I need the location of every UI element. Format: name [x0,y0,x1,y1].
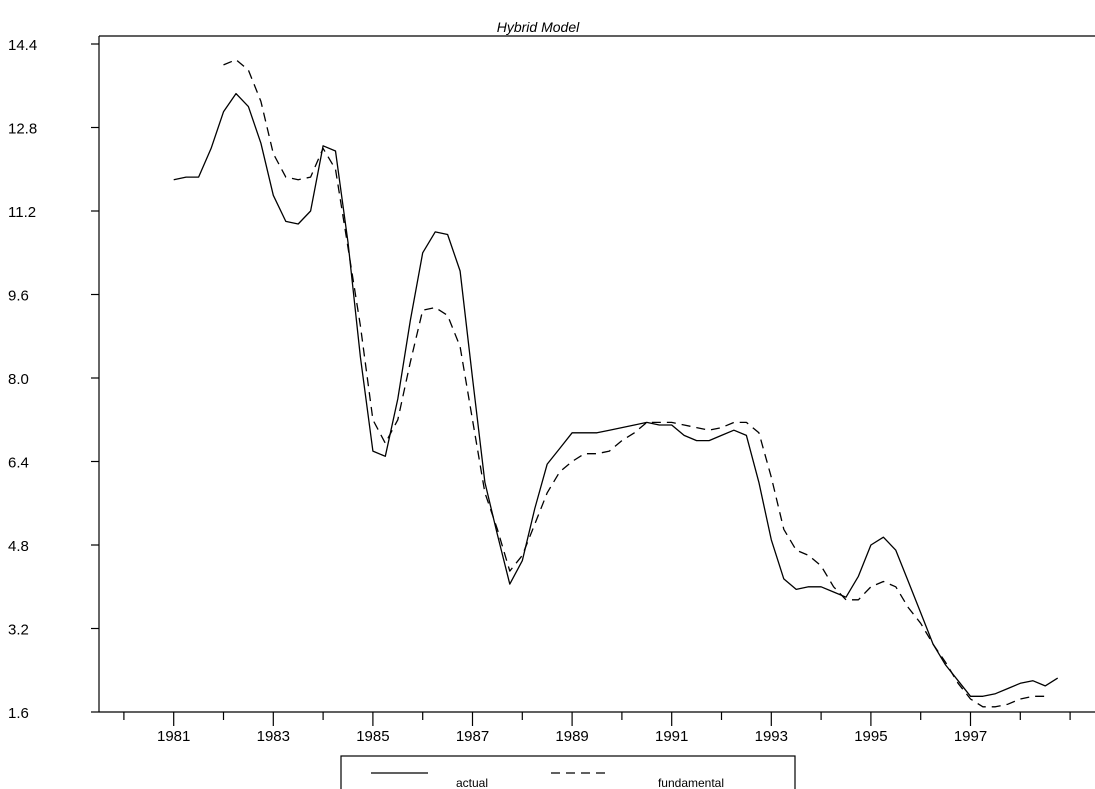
chart-title: Hybrid Model [497,19,580,35]
x-tick-label: 1995 [854,728,887,745]
x-tick-label: 1993 [755,728,788,745]
series-line-actual [173,92,1059,697]
x-tick-label: 1989 [555,728,588,745]
y-tick-label: 1.6 [8,705,29,722]
x-tick-label: 1981 [157,728,190,745]
legend-label-actual: actual [456,776,488,789]
series-lines [173,59,1059,708]
x-axis-ticks: 1981 1983 1985 1987 1989 1991 1993 1995 1997 [123,712,1071,745]
y-axis-ticks: 1.6 3.2 4.8 6.4 8.0 9.6 11.2 12.8 14.4 [8,37,99,722]
x-tick-label: 1991 [655,728,688,745]
y-tick-label: 12.8 [8,121,37,138]
y-tick-label: 9.6 [8,288,29,305]
x-tick-label: 1997 [954,728,987,745]
y-tick-label: 14.4 [8,37,37,54]
legend: actual fundamental [340,755,796,789]
x-tick-label: 1987 [456,728,489,745]
y-tick-label: 11.2 [8,204,36,221]
y-tick-label: 6.4 [8,455,29,472]
y-tick-label: 4.8 [8,538,29,555]
y-tick-label: 8.0 [8,371,29,388]
series-line-fundamental [223,59,1046,708]
legend-label-fundamental: fundamental [658,776,724,789]
x-tick-label: 1985 [356,728,389,745]
y-tick-label: 3.2 [8,622,29,639]
x-tick-label: 1983 [257,728,290,745]
